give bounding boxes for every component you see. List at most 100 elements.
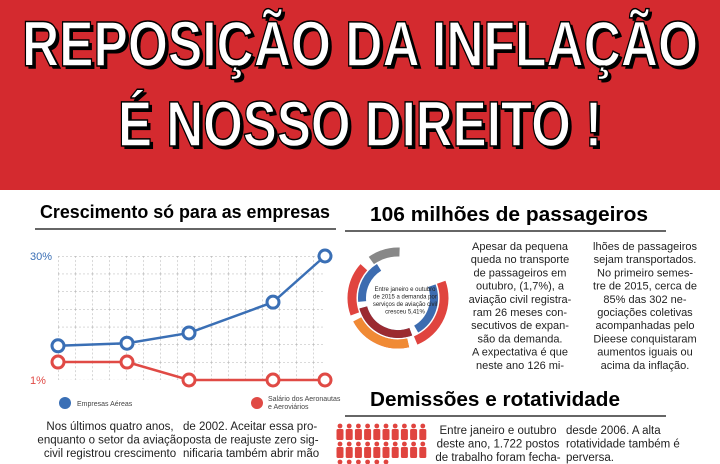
person-head (392, 441, 398, 447)
header-band (0, 0, 720, 190)
point (50, 338, 66, 354)
people-icons (336, 423, 427, 464)
text-line: deste ano, 1.722 postos (437, 439, 560, 451)
header-title: REPOSIÇÃO DA INFLAÇÃO (22, 8, 698, 80)
text-line: No primeiro semes- (597, 267, 693, 279)
text-line: 85% das 302 ne- (603, 294, 687, 306)
person-head (346, 423, 352, 429)
person-head (374, 441, 380, 447)
legend-swatch (251, 397, 263, 409)
person-head (365, 459, 370, 464)
text-line: aumentos iguais ou (597, 347, 692, 359)
legend-label: Salário dos Aeronautas e Aeroviários (268, 396, 341, 411)
y-tick-label: 30% (30, 251, 52, 263)
point (317, 248, 333, 264)
text-line: de 2002. Aceitar essa pro- (183, 421, 317, 433)
person-body (400, 447, 408, 458)
person-head (365, 423, 370, 429)
person-head (356, 423, 361, 429)
person-body (419, 429, 427, 440)
point (317, 372, 333, 388)
text-line: lhões de passageiros (593, 241, 697, 253)
text-line: acima da inflação. (601, 360, 690, 372)
text-line: A expectativa é que (472, 347, 568, 359)
person-body (336, 429, 344, 440)
chart-grid (58, 256, 325, 380)
donut-ring (347, 247, 449, 349)
person-body (336, 447, 344, 458)
person-body (382, 447, 390, 458)
person-body (400, 429, 408, 440)
text-line: Entre janeiro e outubro (440, 425, 557, 437)
text-line: nificaria também abrir mão (183, 448, 319, 460)
person-head (356, 459, 361, 464)
person-head (374, 459, 380, 464)
person-head (383, 441, 389, 447)
donut (347, 247, 449, 349)
header-shadow: REPOSIÇÃO DA INFLAÇÃO (25, 11, 701, 83)
text-line: perversa. (566, 452, 614, 464)
text-line: de 2015 a demanda por (373, 295, 437, 301)
text-line: gociações coletivas (597, 307, 693, 319)
text-line: neste ano 126 mi- (476, 360, 564, 372)
person-body (364, 429, 372, 440)
text-line: de passageiros em (474, 267, 567, 279)
legend-label: Empresas Aéreas (77, 401, 133, 408)
legend-swatch (59, 397, 71, 409)
text-line: enquanto o setor da aviação (37, 435, 182, 447)
donut-ring (358, 258, 438, 338)
text-line: cresceu 5,41% (385, 310, 425, 316)
person-head (420, 423, 426, 429)
text-line: de trabalho foram fecha- (435, 452, 560, 464)
person-body (391, 429, 399, 440)
header-shadow: É NOSSO DIREITO ! (121, 91, 605, 163)
person-body (410, 429, 418, 440)
text-line: civil registrou crescimento (44, 448, 176, 460)
person-head (411, 423, 416, 429)
chart-title: Crescimento só para as empresas (40, 202, 330, 222)
person-body (419, 447, 427, 458)
text-line: Dieese conquistaram (593, 333, 696, 345)
text-line: tre de 2015, cerca de (593, 281, 697, 293)
point (119, 335, 135, 351)
point (50, 354, 66, 370)
text-line: rotatividade também é (566, 439, 680, 451)
text-line: outubro, (1,7%), a (476, 281, 565, 293)
text-line: são da demanda. (477, 333, 562, 345)
text-line: acompanhadas pelo (595, 320, 694, 332)
person-head (420, 441, 426, 447)
text-line: queda no transporte (471, 254, 569, 266)
person-body (345, 429, 353, 440)
person-body (364, 447, 372, 458)
person-body (354, 447, 362, 458)
person-head (356, 441, 361, 447)
person-body (373, 447, 381, 458)
text-line: aviação civil registra- (469, 294, 572, 306)
person-body (373, 429, 381, 440)
y-tick-label: 1% (30, 375, 46, 387)
person-head (337, 459, 343, 464)
text-line: posta de reajuste zero sig- (183, 435, 319, 447)
text-line: Nos últimos quatro anos, (46, 421, 173, 433)
text-line: secutivos de expan- (471, 320, 569, 332)
person-head (346, 459, 352, 464)
header-title: É NOSSO DIREITO ! (118, 88, 602, 160)
person-head (337, 441, 343, 447)
text-line: Apesar da pequena (472, 241, 569, 253)
section-title: 106 milhões de passageiros (370, 204, 648, 226)
person-head (346, 441, 352, 447)
person-body (354, 429, 362, 440)
person-body (391, 447, 399, 458)
person-body (345, 447, 353, 458)
person-head (392, 423, 398, 429)
donut-ring (347, 247, 449, 349)
section-title: Demissões e rotatividade (370, 389, 620, 411)
point (181, 372, 197, 388)
point (265, 372, 281, 388)
text-line: sejam transportados. (594, 254, 697, 266)
person-head (383, 459, 389, 464)
person-head (402, 423, 407, 429)
text-line: Entre janeiro e outubro (374, 287, 436, 293)
